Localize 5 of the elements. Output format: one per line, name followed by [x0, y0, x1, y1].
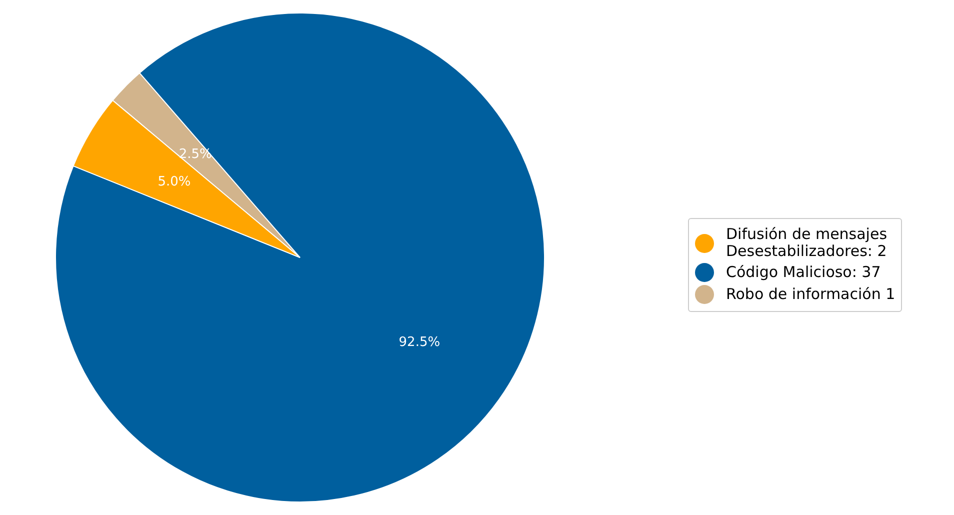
data-label: 5.0%	[158, 174, 191, 190]
legend-label: Difusión de mensajes Desestabilizadores: 2	[726, 225, 888, 260]
legend-label: Código Malicioso: 37	[726, 263, 881, 281]
data-label: 92.5%	[398, 335, 440, 350]
legend-label: Robo de información 1	[726, 285, 896, 303]
